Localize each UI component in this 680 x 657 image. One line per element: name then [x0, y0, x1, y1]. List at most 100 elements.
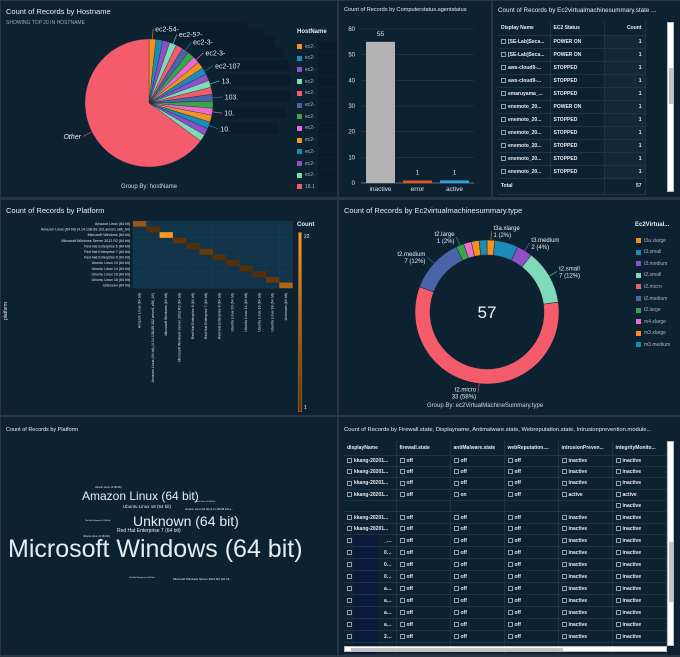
expand-icon[interactable] [507, 585, 513, 591]
vertical-scrollbar[interactable] [667, 441, 674, 646]
legend-item[interactable]: ec2- [297, 76, 337, 88]
expand-icon[interactable] [347, 538, 352, 544]
expand-icon[interactable] [347, 469, 352, 475]
expand-icon[interactable] [615, 597, 621, 603]
table-row[interactable]: enemoto_20... STOPPED 1 [498, 165, 646, 179]
expand-icon[interactable] [347, 514, 352, 520]
legend-item[interactable]: t3.medium [636, 258, 667, 269]
legend-item[interactable]: ec2- [297, 52, 337, 64]
expand-icon[interactable] [501, 155, 506, 161]
column-header[interactable]: firewall.state [396, 441, 451, 456]
expand-icon[interactable] [347, 457, 352, 463]
expand-icon[interactable] [399, 514, 405, 520]
table-row[interactable]: [SE-Lab]Seca... POWER ON 1 [498, 35, 646, 49]
expand-icon[interactable] [347, 610, 352, 616]
table-row[interactable]: enemoto_20... POWER ON 1 [498, 100, 646, 114]
heatmap-cell[interactable] [146, 226, 160, 233]
expand-icon[interactable] [561, 633, 567, 639]
expand-icon[interactable] [507, 621, 513, 627]
legend-item[interactable]: ec2- [297, 134, 337, 146]
expand-icon[interactable] [561, 526, 567, 532]
expand-icon[interactable] [501, 129, 506, 135]
column-header[interactable]: Display Name [498, 21, 551, 36]
table-row[interactable]: a_... off off off inactive inactive [344, 618, 667, 632]
expand-icon[interactable] [453, 537, 459, 543]
expand-icon[interactable] [501, 142, 506, 148]
expand-icon[interactable] [453, 492, 459, 498]
table-row[interactable]: aws-cloud9-... STOPPED 1 [498, 74, 646, 88]
bar[interactable] [366, 41, 395, 184]
expand-icon[interactable] [347, 526, 352, 532]
expand-icon[interactable] [399, 469, 405, 475]
expand-icon[interactable] [347, 550, 352, 556]
heatmap-cell[interactable] [199, 249, 213, 255]
expand-icon[interactable] [347, 598, 352, 604]
expand-icon[interactable] [615, 503, 621, 509]
vertical-scrollbar[interactable] [667, 22, 674, 192]
donut-slice[interactable] [419, 246, 464, 293]
expand-icon[interactable] [615, 573, 621, 579]
expand-icon[interactable] [347, 634, 352, 640]
expand-icon[interactable] [615, 633, 621, 639]
expand-icon[interactable] [561, 573, 567, 579]
word[interactable]: Red Hat Enterprise 8 (64 bit) [129, 577, 155, 579]
expand-icon[interactable] [615, 609, 621, 615]
expand-icon[interactable] [507, 573, 513, 579]
expand-icon[interactable] [561, 469, 567, 475]
expand-icon[interactable] [399, 573, 405, 579]
legend-item[interactable]: ec2- [297, 158, 337, 169]
expand-icon[interactable] [615, 457, 621, 463]
legend-item[interactable]: ec2- [297, 111, 337, 123]
bar[interactable] [440, 180, 469, 183]
expand-icon[interactable] [507, 633, 513, 639]
table-row[interactable]: enemoto_20... STOPPED 1 [498, 126, 646, 140]
expand-icon[interactable] [501, 77, 506, 83]
expand-icon[interactable] [561, 609, 567, 615]
table-row[interactable]: enemoto_20... STOPPED 1 [498, 139, 646, 153]
table-row[interactable]: _2... off off off inactive inactive [344, 534, 667, 548]
word[interactable]: Amazon Linux (64 bit) [82, 489, 199, 503]
expand-icon[interactable] [347, 586, 352, 592]
expand-icon[interactable] [507, 537, 513, 543]
legend-item[interactable]: ec2- [297, 169, 337, 181]
table-row[interactable]: enemoto_20... STOPPED 1 [498, 152, 646, 166]
expand-icon[interactable] [507, 549, 513, 555]
expand-icon[interactable] [561, 480, 567, 486]
legend-item[interactable]: t3a.xlarge [636, 235, 666, 246]
table-row[interactable]: kkang-20201... off on off active active [344, 489, 667, 502]
expand-icon[interactable] [615, 549, 621, 555]
column-header[interactable]: webReputation.... [504, 441, 559, 456]
legend-item[interactable]: ec2- [297, 122, 337, 134]
expand-icon[interactable] [615, 537, 621, 543]
heatmap-cell[interactable] [266, 277, 280, 283]
column-header[interactable]: EC2 Status [550, 21, 605, 36]
heatmap-cell[interactable] [279, 282, 293, 289]
word[interactable]: Unknown (64 bit) [133, 513, 239, 529]
table-row[interactable]: aws-cloud9-... STOPPED 1 [498, 61, 646, 75]
legend-item[interactable]: t2.medium [636, 293, 667, 304]
expand-icon[interactable] [399, 526, 405, 532]
expand-icon[interactable] [615, 561, 621, 567]
table-row[interactable]: 019... off off off inactive inactive [344, 570, 667, 584]
expand-icon[interactable] [453, 469, 459, 475]
word[interactable]: Ubuntu Linux 10 (64 bit) [95, 486, 122, 489]
table-row[interactable]: kkang-20201... off off off inactive inactive [344, 466, 667, 479]
hostname-pie-chart[interactable]: ec2-54-ec2-52-ec2-3-ec2-3-ec2-10713.103.… [1, 1, 291, 197]
expand-icon[interactable] [399, 537, 405, 543]
legend-item[interactable]: t2.micro [636, 281, 662, 292]
heatmap-cell[interactable] [252, 271, 266, 277]
heatmap-cell[interactable] [239, 265, 253, 272]
expand-icon[interactable] [399, 609, 405, 615]
column-header[interactable]: integrityMonito... [612, 441, 667, 456]
expand-icon[interactable] [453, 621, 459, 627]
expand-icon[interactable] [501, 51, 506, 57]
table-row[interactable]: a_... off off off inactive inactive [344, 582, 667, 596]
expand-icon[interactable] [399, 633, 405, 639]
legend-item[interactable]: t2.large [636, 305, 661, 316]
legend-item[interactable]: m4.xlarge [636, 316, 666, 327]
table-row[interactable]: 019... off off off inactive inactive [344, 558, 667, 572]
expand-icon[interactable] [501, 103, 506, 109]
expand-icon[interactable] [347, 574, 352, 580]
expand-icon[interactable] [507, 469, 513, 475]
expand-icon[interactable] [561, 561, 567, 567]
